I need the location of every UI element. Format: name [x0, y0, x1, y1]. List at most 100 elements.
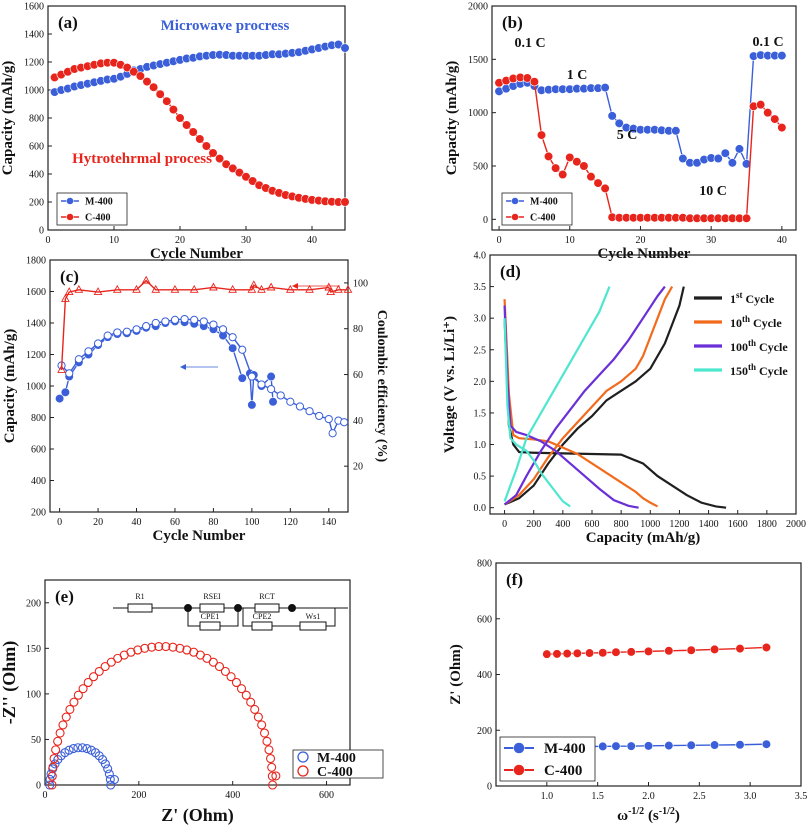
series-capacity-filled — [55, 316, 278, 410]
data-point — [140, 643, 150, 653]
data-point — [266, 385, 276, 394]
data-point — [100, 759, 110, 769]
data-point — [664, 740, 674, 751]
data-point — [552, 649, 562, 659]
series-line — [60, 279, 348, 371]
legend-label-num: 100 — [730, 340, 748, 354]
data-point — [324, 282, 334, 291]
data-point — [103, 331, 112, 340]
panel-e: 0 200 400 600 0 50 100 150 200 (e) Z' (Ohm) -Z'' (O… — [0, 579, 384, 826]
y-tick-label: 1000 — [24, 86, 44, 97]
arrow-head — [292, 283, 298, 289]
legend-label-sup: th — [742, 314, 750, 324]
x-tick-label: 2.5 — [693, 791, 706, 802]
legend-label-rest: Cycle — [743, 292, 775, 306]
x-tick-label: 3.0 — [744, 791, 757, 802]
y-tick-label: 0.0 — [474, 503, 487, 514]
series-line — [503, 286, 611, 502]
y-tick-label: 800 — [31, 413, 46, 424]
x-axis-title: Cycle Number — [150, 246, 243, 262]
series-10th-charge — [503, 286, 674, 506]
series-m-400 — [45, 743, 119, 790]
data-point — [257, 380, 266, 389]
data-point — [727, 158, 737, 168]
data-point — [713, 153, 723, 164]
data-point — [214, 662, 225, 672]
data-point — [161, 642, 171, 652]
data-point — [170, 284, 180, 293]
data-point — [55, 728, 65, 738]
y-tick-label: 0 — [39, 226, 44, 237]
rate-label: 1 C — [567, 68, 588, 83]
legend-marker — [297, 751, 309, 763]
x-axis-title: ω-1/2 (s-1/2) — [617, 806, 680, 824]
data-point — [262, 736, 272, 746]
y-tick-label: 1000 — [468, 108, 488, 119]
legend-label: C-400 — [317, 765, 353, 780]
node — [288, 604, 296, 612]
x-tick-label: 10 — [565, 235, 575, 246]
legend-label: 1st Cycle — [730, 290, 775, 306]
x-tick-label: 1800 — [757, 519, 777, 530]
data-point — [247, 284, 257, 293]
data-point — [558, 169, 568, 180]
data-point — [266, 282, 276, 291]
data-point — [208, 148, 218, 158]
arrow-head — [180, 364, 186, 370]
data-point — [247, 400, 257, 410]
legend-marker — [511, 213, 519, 221]
legend-label-rest: Cycle — [756, 364, 788, 378]
data-point — [709, 740, 720, 750]
data-point — [199, 317, 208, 326]
data-point — [132, 284, 141, 293]
data-point — [61, 294, 70, 302]
x-axis-title: Capacity (mAh/g) — [586, 530, 701, 546]
data-point — [678, 153, 688, 164]
data-point — [734, 144, 745, 154]
data-point — [247, 372, 256, 381]
y-tick-label: 1.5 — [474, 408, 487, 419]
data-point — [73, 743, 83, 753]
panel-f: 1.0 1.5 2.0 2.5 3.0 3.5 0 200 400 600 800 (f) ω-1/2 … — [448, 559, 807, 825]
data-point — [201, 141, 211, 151]
data-point — [57, 365, 66, 373]
legend-label: C-400 — [85, 213, 111, 224]
legend-label: 100th Cycle — [730, 338, 788, 354]
data-point — [686, 645, 696, 655]
y-tick-label: 400 — [31, 476, 46, 487]
data-point — [51, 745, 61, 755]
data-point — [208, 657, 218, 667]
data-point — [49, 753, 59, 764]
data-point — [709, 644, 720, 655]
circuit-label: R1 — [135, 592, 144, 601]
y-axis-title: Voltage (V vs. Li/Li⁺) — [442, 316, 458, 453]
x-tick-label: 40 — [307, 235, 317, 246]
data-point — [529, 77, 540, 87]
series-150th-discharge — [503, 318, 571, 508]
data-point — [55, 394, 65, 404]
series-1st-charge — [504, 286, 685, 506]
legend-label: 150th Cycle — [730, 362, 788, 378]
data-point — [305, 284, 314, 293]
x-tick-label: 1600 — [728, 519, 748, 530]
data-point — [777, 50, 787, 61]
panel-label: (c) — [60, 267, 79, 286]
y-tick-label: 800 — [29, 114, 44, 125]
data-point — [593, 178, 603, 188]
resistor — [254, 603, 280, 613]
data-point — [126, 647, 136, 657]
panel-label: (d) — [500, 262, 521, 281]
panel-label: (f) — [506, 570, 523, 589]
x-tick-label: 60 — [170, 517, 180, 528]
y-right-tick-label: 60 — [353, 370, 363, 381]
x-tick-label: 1000 — [640, 519, 660, 530]
data-point — [761, 739, 772, 749]
data-point — [89, 672, 99, 682]
data-point — [268, 780, 278, 790]
equivalent-circuit — [113, 603, 348, 631]
y-tick-label: 1.0 — [474, 440, 487, 451]
circuit-label: CPE2 — [253, 612, 272, 621]
data-point — [761, 642, 772, 653]
